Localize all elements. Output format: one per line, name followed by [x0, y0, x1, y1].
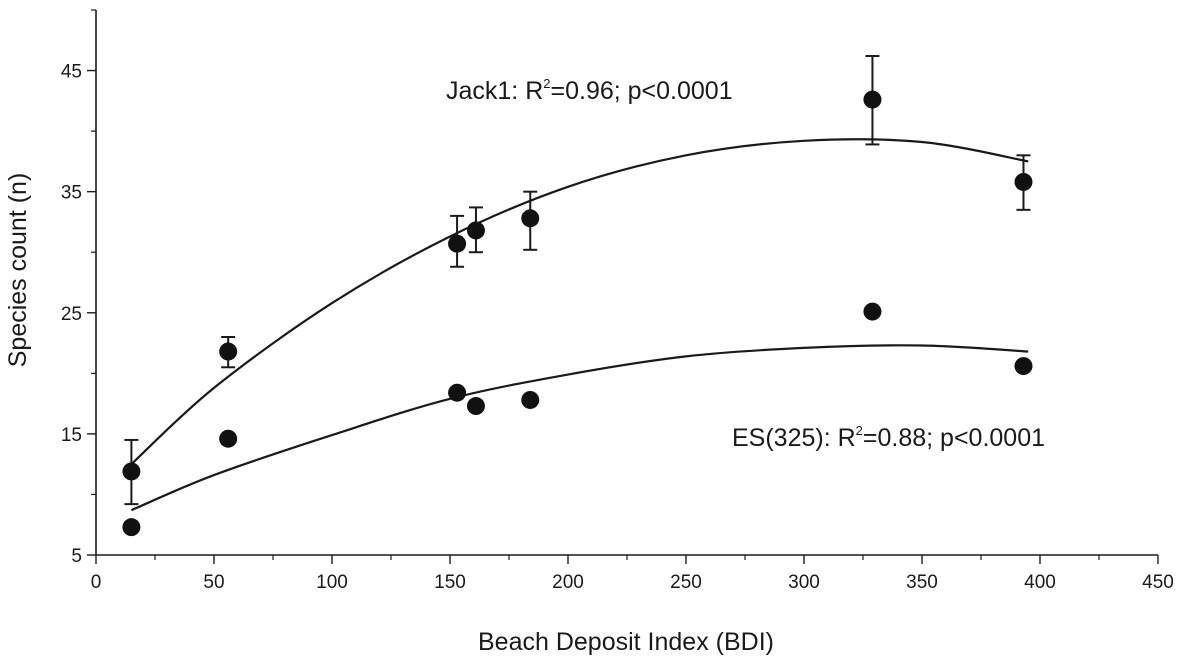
y-tick-label: 15	[61, 425, 82, 446]
jack1-fit-annotation: Jack1: R2=0.96; p<0.0001	[446, 76, 733, 105]
jack1-point	[863, 90, 882, 109]
x-tick-label: 250	[670, 572, 702, 593]
x-tick-label: 50	[203, 572, 224, 593]
x-tick-label: 0	[91, 572, 102, 593]
error-bars	[124, 55, 1031, 506]
x-tick-label: 200	[552, 572, 584, 593]
y-axis-title: Species count (n)	[4, 173, 32, 368]
jack1-point	[122, 462, 141, 481]
jack1-annotation-text: Jack1: R	[446, 77, 543, 105]
es325-annotation-superscript: 2	[856, 423, 863, 438]
x-tick-label: 450	[1142, 572, 1174, 593]
jack1-point	[466, 221, 485, 240]
es325-point	[448, 383, 467, 402]
es325-point	[1014, 357, 1033, 376]
x-axis-title: Beach Deposit Index (BDI)	[478, 628, 774, 656]
x-tick-label: 350	[906, 572, 938, 593]
jack1-annotation-superscript: 2	[543, 76, 550, 91]
data-points	[122, 90, 1033, 537]
y-tick-label: 25	[61, 304, 82, 325]
axes: 0 50 100 150 200 250 300 350 400 450 5 15 25 35 45	[61, 9, 1174, 593]
y-tick-label: 45	[61, 62, 82, 83]
es325-point	[219, 429, 238, 448]
es325-annotation-text: ES(325): R	[732, 424, 856, 452]
es325-annotation-stats: =0.88; p<0.0001	[863, 424, 1045, 452]
jack1-point	[521, 209, 540, 228]
jack1-point	[219, 342, 238, 361]
es325-point	[863, 302, 882, 321]
y-tick-label: 5	[71, 546, 82, 567]
es325-point	[122, 518, 141, 537]
es325-fit-annotation: ES(325): R2=0.88; p<0.0001	[732, 423, 1045, 452]
jack1-point	[448, 234, 467, 253]
es325-point	[521, 390, 540, 409]
x-tick-label: 100	[316, 572, 348, 593]
fit-curves	[130, 138, 1029, 512]
jack1-fit-curve	[130, 138, 1029, 465]
x-tick-label: 300	[788, 572, 820, 593]
x-tick-label: 150	[434, 572, 466, 593]
jack1-point	[1014, 172, 1033, 191]
es325-fit-curve	[130, 344, 1029, 512]
y-tick-label: 35	[61, 183, 82, 204]
x-tick-label: 400	[1024, 572, 1056, 593]
es325-point	[466, 397, 485, 416]
jack1-annotation-stats: =0.96; p<0.0001	[551, 77, 733, 105]
